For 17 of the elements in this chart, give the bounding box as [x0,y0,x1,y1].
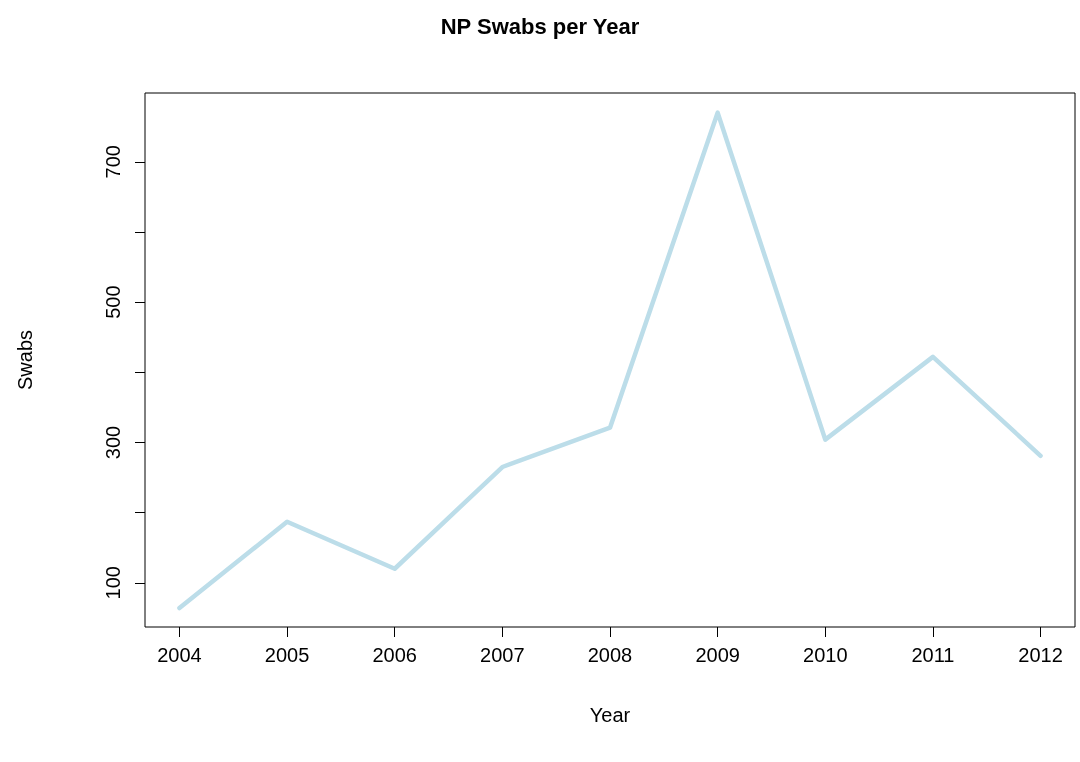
x-tick-label: 2004 [157,644,202,666]
y-tick-label: 100 [102,566,124,600]
x-tick-label: 2008 [587,644,633,666]
line-series [177,110,1043,611]
x-tick-label: 2011 [911,644,955,666]
y-tick-label: 300 [102,425,124,460]
y-tick-label: 700 [102,145,124,179]
y-axis-title: Swabs [14,329,36,391]
y-tick-label: 500 [102,285,124,319]
x-tick-label: 2005 [264,644,310,666]
x-tick-label: 2012 [1018,644,1063,666]
x-axis-title: Year [589,704,631,726]
x-tick-label: 2006 [372,644,417,666]
x-tick-label: 2010 [803,644,848,666]
x-tick-label: 2007 [480,644,525,666]
x-tick-label: 2009 [695,644,740,666]
chart-title: NP Swabs per Year [440,13,640,39]
